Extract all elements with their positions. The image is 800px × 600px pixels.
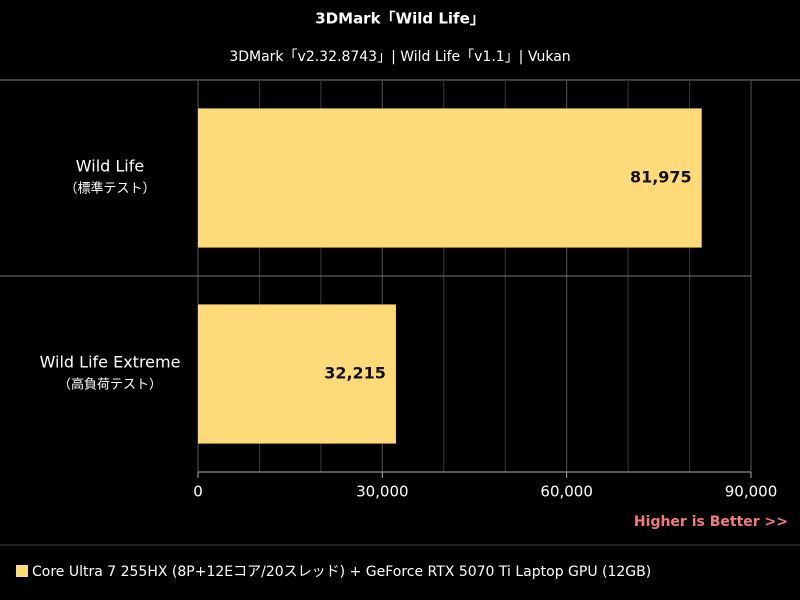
- bar: [198, 304, 396, 444]
- x-tick-label: 30,000: [356, 483, 409, 501]
- legend-swatch: [16, 565, 28, 577]
- x-tick-label: 90,000: [725, 483, 778, 501]
- chart-subtitle: 3DMark「v2.32.8743」| Wild Life「v1.1」| Vuk…: [229, 49, 570, 65]
- x-tick-label: 60,000: [540, 483, 593, 501]
- annotation: Higher is Better >>: [634, 514, 788, 530]
- y-tick-note: （標準テスト）: [64, 181, 155, 197]
- bar: [198, 108, 702, 248]
- x-tick-label: 0: [193, 483, 203, 501]
- data-label: 32,215: [324, 364, 386, 383]
- y-tick-label: Wild Life Extreme: [40, 353, 181, 372]
- y-tick-note: （高負荷テスト）: [58, 377, 162, 393]
- data-label: 81,975: [630, 168, 692, 187]
- legend-label: Core Ultra 7 255HX (8P+12Eコア/20スレッド) + G…: [32, 564, 651, 580]
- y-tick-label: Wild Life: [76, 157, 144, 176]
- chart-title: 3DMark「Wild Life」: [315, 10, 485, 28]
